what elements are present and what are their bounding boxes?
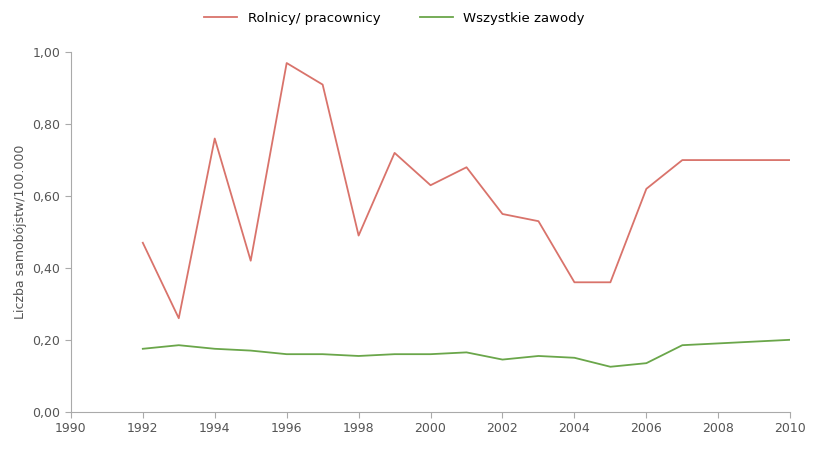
Rolnicy/ pracownicy [497,211,507,217]
Rolnicy/ pracownicy [138,240,147,246]
Wszystkie zawody [138,346,147,352]
Wszystkie zawody [389,352,399,357]
Wszystkie zawody [425,352,435,357]
Rolnicy/ pracownicy [461,165,471,170]
Rolnicy/ pracownicy [210,136,219,141]
Rolnicy/ pracownicy [569,280,579,285]
Wszystkie zawody [353,353,363,359]
Wszystkie zawody [461,350,471,355]
Wszystkie zawody [282,352,292,357]
Legend: Rolnicy/ pracownicy, Wszystkie zawody: Rolnicy/ pracownicy, Wszystkie zawody [204,12,584,25]
Y-axis label: Liczba samobójstw/100.000: Liczba samobójstw/100.000 [14,145,27,319]
Wszystkie zawody [174,343,183,348]
Wszystkie zawody [317,352,327,357]
Rolnicy/ pracownicy [389,150,399,156]
Rolnicy/ pracownicy [282,60,292,66]
Rolnicy/ pracownicy [174,316,183,321]
Rolnicy/ pracownicy [353,233,363,238]
Wszystkie zawody [676,343,686,348]
Rolnicy/ pracownicy [640,186,650,192]
Wszystkie zawody [210,346,219,352]
Rolnicy/ pracownicy [676,158,686,163]
Wszystkie zawody [533,353,543,359]
Wszystkie zawody [497,357,507,362]
Wszystkie zawody [785,337,794,343]
Wszystkie zawody [569,355,579,361]
Wszystkie zawody [604,364,614,370]
Rolnicy/ pracownicy [246,258,256,264]
Line: Rolnicy/ pracownicy: Rolnicy/ pracownicy [143,63,790,318]
Rolnicy/ pracownicy [425,183,435,188]
Line: Wszystkie zawody: Wszystkie zawody [143,340,790,367]
Rolnicy/ pracownicy [317,82,327,87]
Rolnicy/ pracownicy [604,280,614,285]
Rolnicy/ pracownicy [533,219,543,224]
Wszystkie zawody [246,348,256,353]
Wszystkie zawody [640,361,650,366]
Rolnicy/ pracownicy [785,158,794,163]
